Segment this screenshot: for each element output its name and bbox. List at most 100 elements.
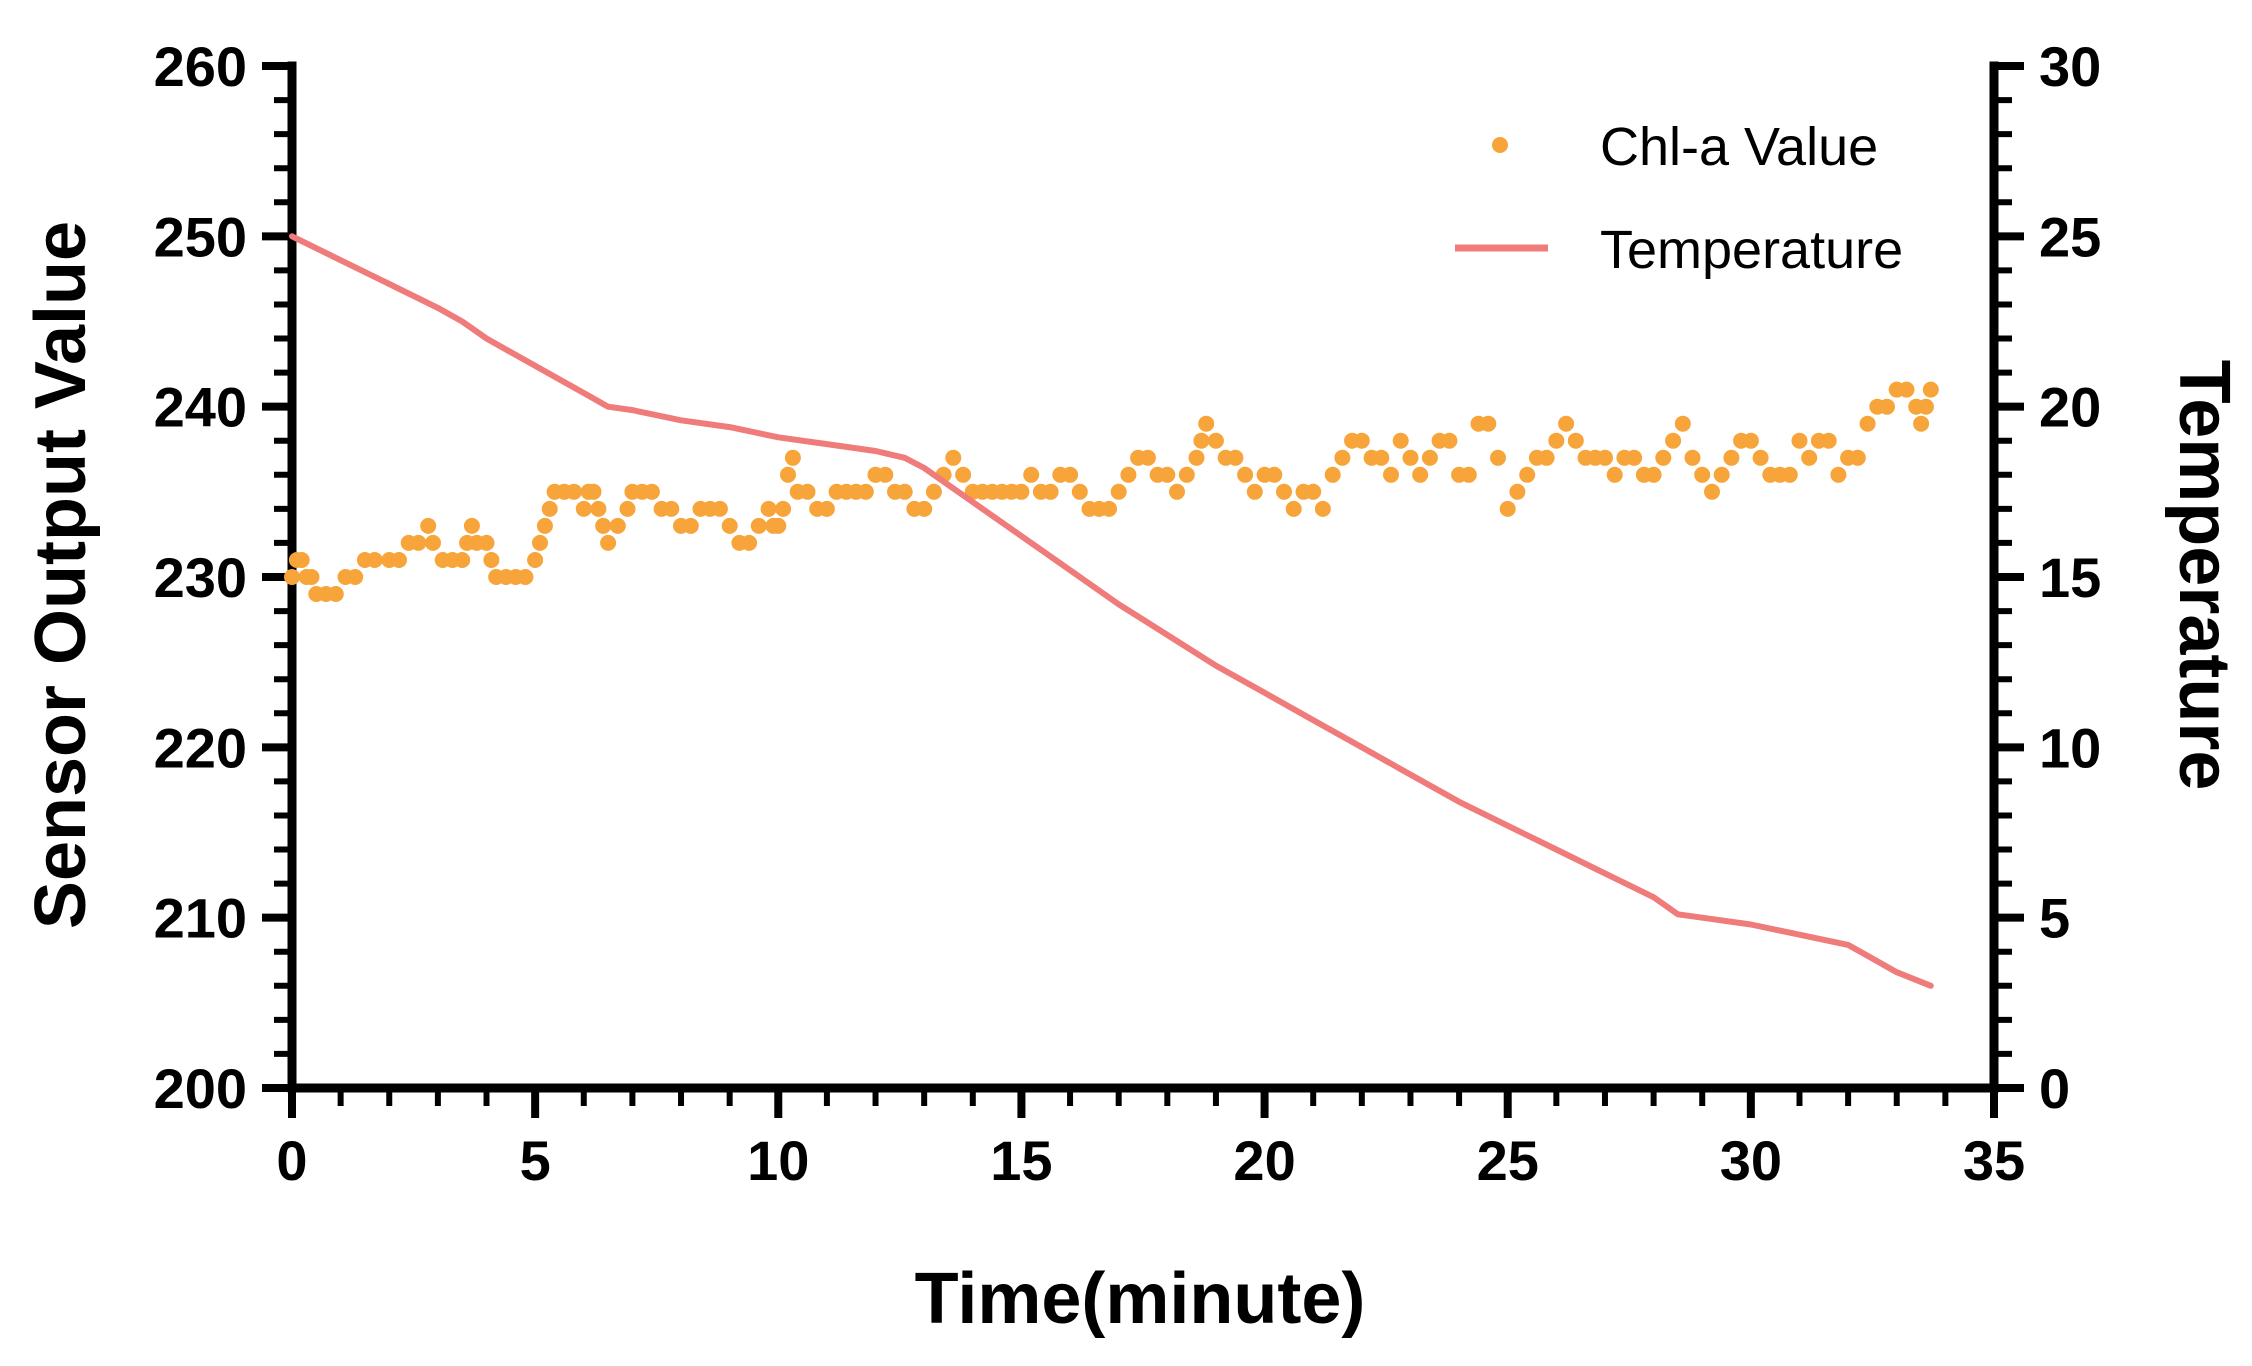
chl-a-point (1188, 449, 1205, 466)
chl-a-point (916, 500, 933, 517)
x-tick-label: 10 (747, 1129, 809, 1192)
chl-a-point (600, 534, 617, 551)
chl-a-point (1373, 449, 1390, 466)
chl-a-point (1285, 500, 1302, 517)
chl-a-point (410, 534, 427, 551)
chl-a-point (1110, 483, 1127, 500)
chl-a-point (663, 500, 680, 517)
chl-a-point (741, 534, 758, 551)
chl-a-point (1120, 466, 1137, 483)
temperature-line (289, 233, 1934, 989)
y-left-tick-label: 240 (154, 376, 247, 439)
chl-a-point (1538, 449, 1555, 466)
x-tick-label: 5 (520, 1129, 551, 1192)
chl-a-point (1499, 500, 1516, 517)
y-axis-left-title: Sensor Output Value (21, 221, 101, 929)
chl-a-point (1922, 381, 1939, 398)
chl-a-point (1237, 466, 1254, 483)
chl-a-point (784, 449, 801, 466)
series-layer (284, 233, 1939, 989)
chl-a-point (682, 517, 699, 534)
chl-a-point (1684, 449, 1701, 466)
chl-a-point (303, 569, 320, 585)
chl-a-point (1276, 483, 1292, 500)
chl-a-point (420, 517, 437, 534)
chl-a-point (541, 500, 558, 517)
chl-a-point (1412, 466, 1429, 483)
chl-a-point (1071, 483, 1088, 500)
chl-a-point (1674, 415, 1691, 432)
legend-marker-chl-a (1492, 137, 1508, 153)
y-right-tick-label: 20 (2039, 376, 2101, 439)
chl-a-point (454, 552, 471, 568)
chl-a-point (478, 534, 495, 551)
chl-a-point (391, 552, 407, 568)
chl-a-point (1198, 415, 1215, 432)
chl-a-point (619, 500, 636, 517)
chl-a-point (590, 500, 607, 517)
chl-a-point (1742, 432, 1759, 449)
chl-a-point (1023, 466, 1040, 483)
chl-a-point (1266, 466, 1283, 483)
chl-a-point (566, 483, 582, 500)
chl-a-point (955, 466, 972, 483)
chl-a-point (1460, 466, 1477, 483)
chl-a-point (284, 569, 300, 585)
chl-a-point (1101, 500, 1117, 517)
chl-a-point (1597, 449, 1613, 466)
chl-a-point (1334, 449, 1351, 466)
chl-a-point (1227, 449, 1244, 466)
chl-a-point (1898, 381, 1915, 398)
chl-a-point (1193, 432, 1210, 449)
chl-a-point (366, 552, 383, 568)
chl-a-point (483, 552, 500, 568)
chl-a-point (1655, 449, 1672, 466)
x-tick-label: 15 (990, 1129, 1052, 1192)
chl-a-point (1645, 466, 1662, 483)
legend-label-temperature: Temperature (1600, 220, 1903, 280)
chl-a-point (1441, 432, 1458, 449)
chl-a-point (1324, 466, 1341, 483)
legend-label-chl-a: Chl-a Value (1600, 117, 1878, 177)
y-left-tick-label: 210 (154, 887, 247, 950)
chl-a-point (1917, 398, 1934, 415)
chl-a-point (1421, 449, 1438, 466)
chl-a-point (770, 517, 787, 534)
chl-a-point (536, 517, 553, 534)
chl-a-point (1606, 466, 1623, 483)
chl-a-point (1849, 449, 1866, 466)
chl-a-point (1626, 449, 1643, 466)
chl-a-point (1392, 432, 1409, 449)
chl-a-point (1820, 432, 1837, 449)
chl-a-point (1781, 466, 1798, 483)
chl-a-point (750, 517, 767, 534)
chl-a-point (347, 569, 364, 585)
chl-a-point (799, 483, 816, 500)
x-tick-label: 25 (1477, 1129, 1539, 1192)
chl-a-point (1830, 466, 1847, 483)
chl-a-point (1558, 415, 1575, 432)
chl-a-point (517, 569, 534, 585)
x-tick-label: 35 (1963, 1129, 2025, 1192)
chl-a-point (1169, 483, 1185, 500)
chl-a-point (925, 483, 942, 500)
chl-a-point (1383, 466, 1399, 483)
chl-a-point (1694, 466, 1711, 483)
chl-a-point (1353, 432, 1370, 449)
y-right-tick-label: 0 (2039, 1057, 2070, 1120)
chl-a-point (896, 483, 913, 500)
chl-a-point (1752, 449, 1769, 466)
chl-a-point (1139, 449, 1156, 466)
chl-a-point (585, 483, 602, 500)
chl-a-point (425, 534, 441, 551)
chl-a-point (1062, 466, 1079, 483)
chl-a-point (1567, 432, 1584, 449)
y-left-tick-label: 220 (154, 716, 247, 779)
chl-a-point (1402, 449, 1419, 466)
chl-a-point (1665, 432, 1682, 449)
chl-a-point (1480, 415, 1497, 432)
chl-a-point (1879, 398, 1895, 415)
chl-a-point (1305, 483, 1322, 500)
chl-a-point (1713, 466, 1730, 483)
